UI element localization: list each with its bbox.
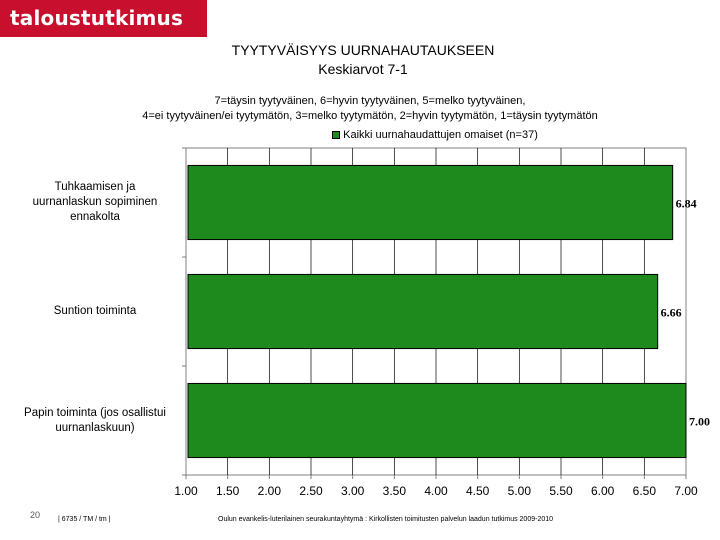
chart-legend: Kaikki uurnahaudattujen omaiset (n=37): [0, 129, 720, 141]
scale-note: 7=täysin tyytyväinen, 6=hyvin tyytyväine…: [0, 94, 720, 124]
category-label: Tuhkaamisen ja uurnanlaskun sopiminen en…: [32, 181, 158, 223]
bar: [187, 164, 674, 241]
chart-title: TYYTYVÄISYYS UURNAHAUTAUKSEEN: [231, 42, 495, 58]
scale-note-line1: 7=täysin tyytyväinen, 6=hyvin tyytyväine…: [214, 95, 526, 107]
legend-swatch: [332, 131, 341, 139]
x-tick-label: 1.00: [174, 484, 198, 498]
x-tick-label: 5.50: [549, 484, 573, 498]
footer-center: Oulun evankelis-luterilainen seurakuntay…: [218, 516, 554, 523]
category-label: Suntion toiminta: [53, 305, 137, 317]
brand-logo: taloustutkimus oy: [0, 0, 207, 67]
x-tick-label: 3.50: [383, 484, 407, 498]
x-tick-label: 5.00: [508, 484, 532, 498]
chart-title-block: TYYTYVÄISYYS UURNAHAUTAUKSEEN Keskiarvot…: [0, 41, 720, 79]
footer-left: | 6735 / TM / tm |: [58, 516, 111, 523]
data-label: 6.66: [661, 306, 682, 320]
x-tick-label: 2.00: [258, 484, 282, 498]
x-tick-label: 4.50: [466, 484, 490, 498]
x-tick-label: 4.00: [424, 484, 448, 498]
bar: [187, 382, 687, 459]
data-label: 7.00: [689, 415, 710, 429]
chart-subtitle: Keskiarvot 7-1: [318, 61, 408, 77]
x-tick-label: 1.50: [216, 484, 240, 498]
x-tick-label: 2.50: [299, 484, 323, 498]
x-tick-label: 6.50: [633, 484, 657, 498]
legend-label: Kaikki uurnahaudattujen omaiset (n=37): [343, 129, 538, 141]
x-tick-label: 6.00: [591, 484, 615, 498]
page-number: 20: [30, 510, 41, 520]
x-tick-label: 3.00: [341, 484, 365, 498]
data-label: 6.84: [676, 197, 697, 211]
scale-note-line2: 4=ei tyytyväinen/ei tyytymätön, 3=melko …: [142, 110, 598, 122]
x-tick-label: 7.00: [674, 484, 698, 498]
bar: [187, 273, 659, 350]
category-label: Papin toiminta (jos osallistui uurnanlas…: [24, 406, 166, 434]
